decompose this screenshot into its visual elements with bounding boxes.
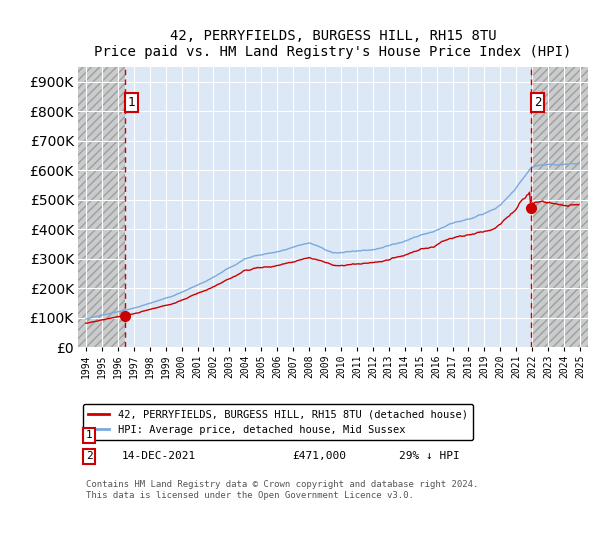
Text: £106,000: £106,000 — [292, 431, 346, 440]
Bar — [532, 67, 588, 347]
Text: 14-DEC-2021: 14-DEC-2021 — [121, 451, 196, 461]
Text: £471,000: £471,000 — [292, 451, 346, 461]
Text: 21-JUN-1996: 21-JUN-1996 — [121, 431, 196, 440]
Text: Contains HM Land Registry data © Crown copyright and database right 2024.
This d: Contains HM Land Registry data © Crown c… — [86, 480, 478, 500]
Text: 1: 1 — [86, 431, 92, 440]
Text: 1: 1 — [128, 96, 135, 109]
Text: 2: 2 — [86, 451, 92, 461]
Text: 2: 2 — [534, 96, 541, 109]
Text: 15% ↓ HPI: 15% ↓ HPI — [400, 431, 460, 440]
Legend: 42, PERRYFIELDS, BURGESS HILL, RH15 8TU (detached house), HPI: Average price, de: 42, PERRYFIELDS, BURGESS HILL, RH15 8TU … — [83, 404, 473, 440]
Bar — [78, 67, 125, 347]
Title: 42, PERRYFIELDS, BURGESS HILL, RH15 8TU
Price paid vs. HM Land Registry's House : 42, PERRYFIELDS, BURGESS HILL, RH15 8TU … — [94, 29, 572, 59]
Text: 29% ↓ HPI: 29% ↓ HPI — [400, 451, 460, 461]
